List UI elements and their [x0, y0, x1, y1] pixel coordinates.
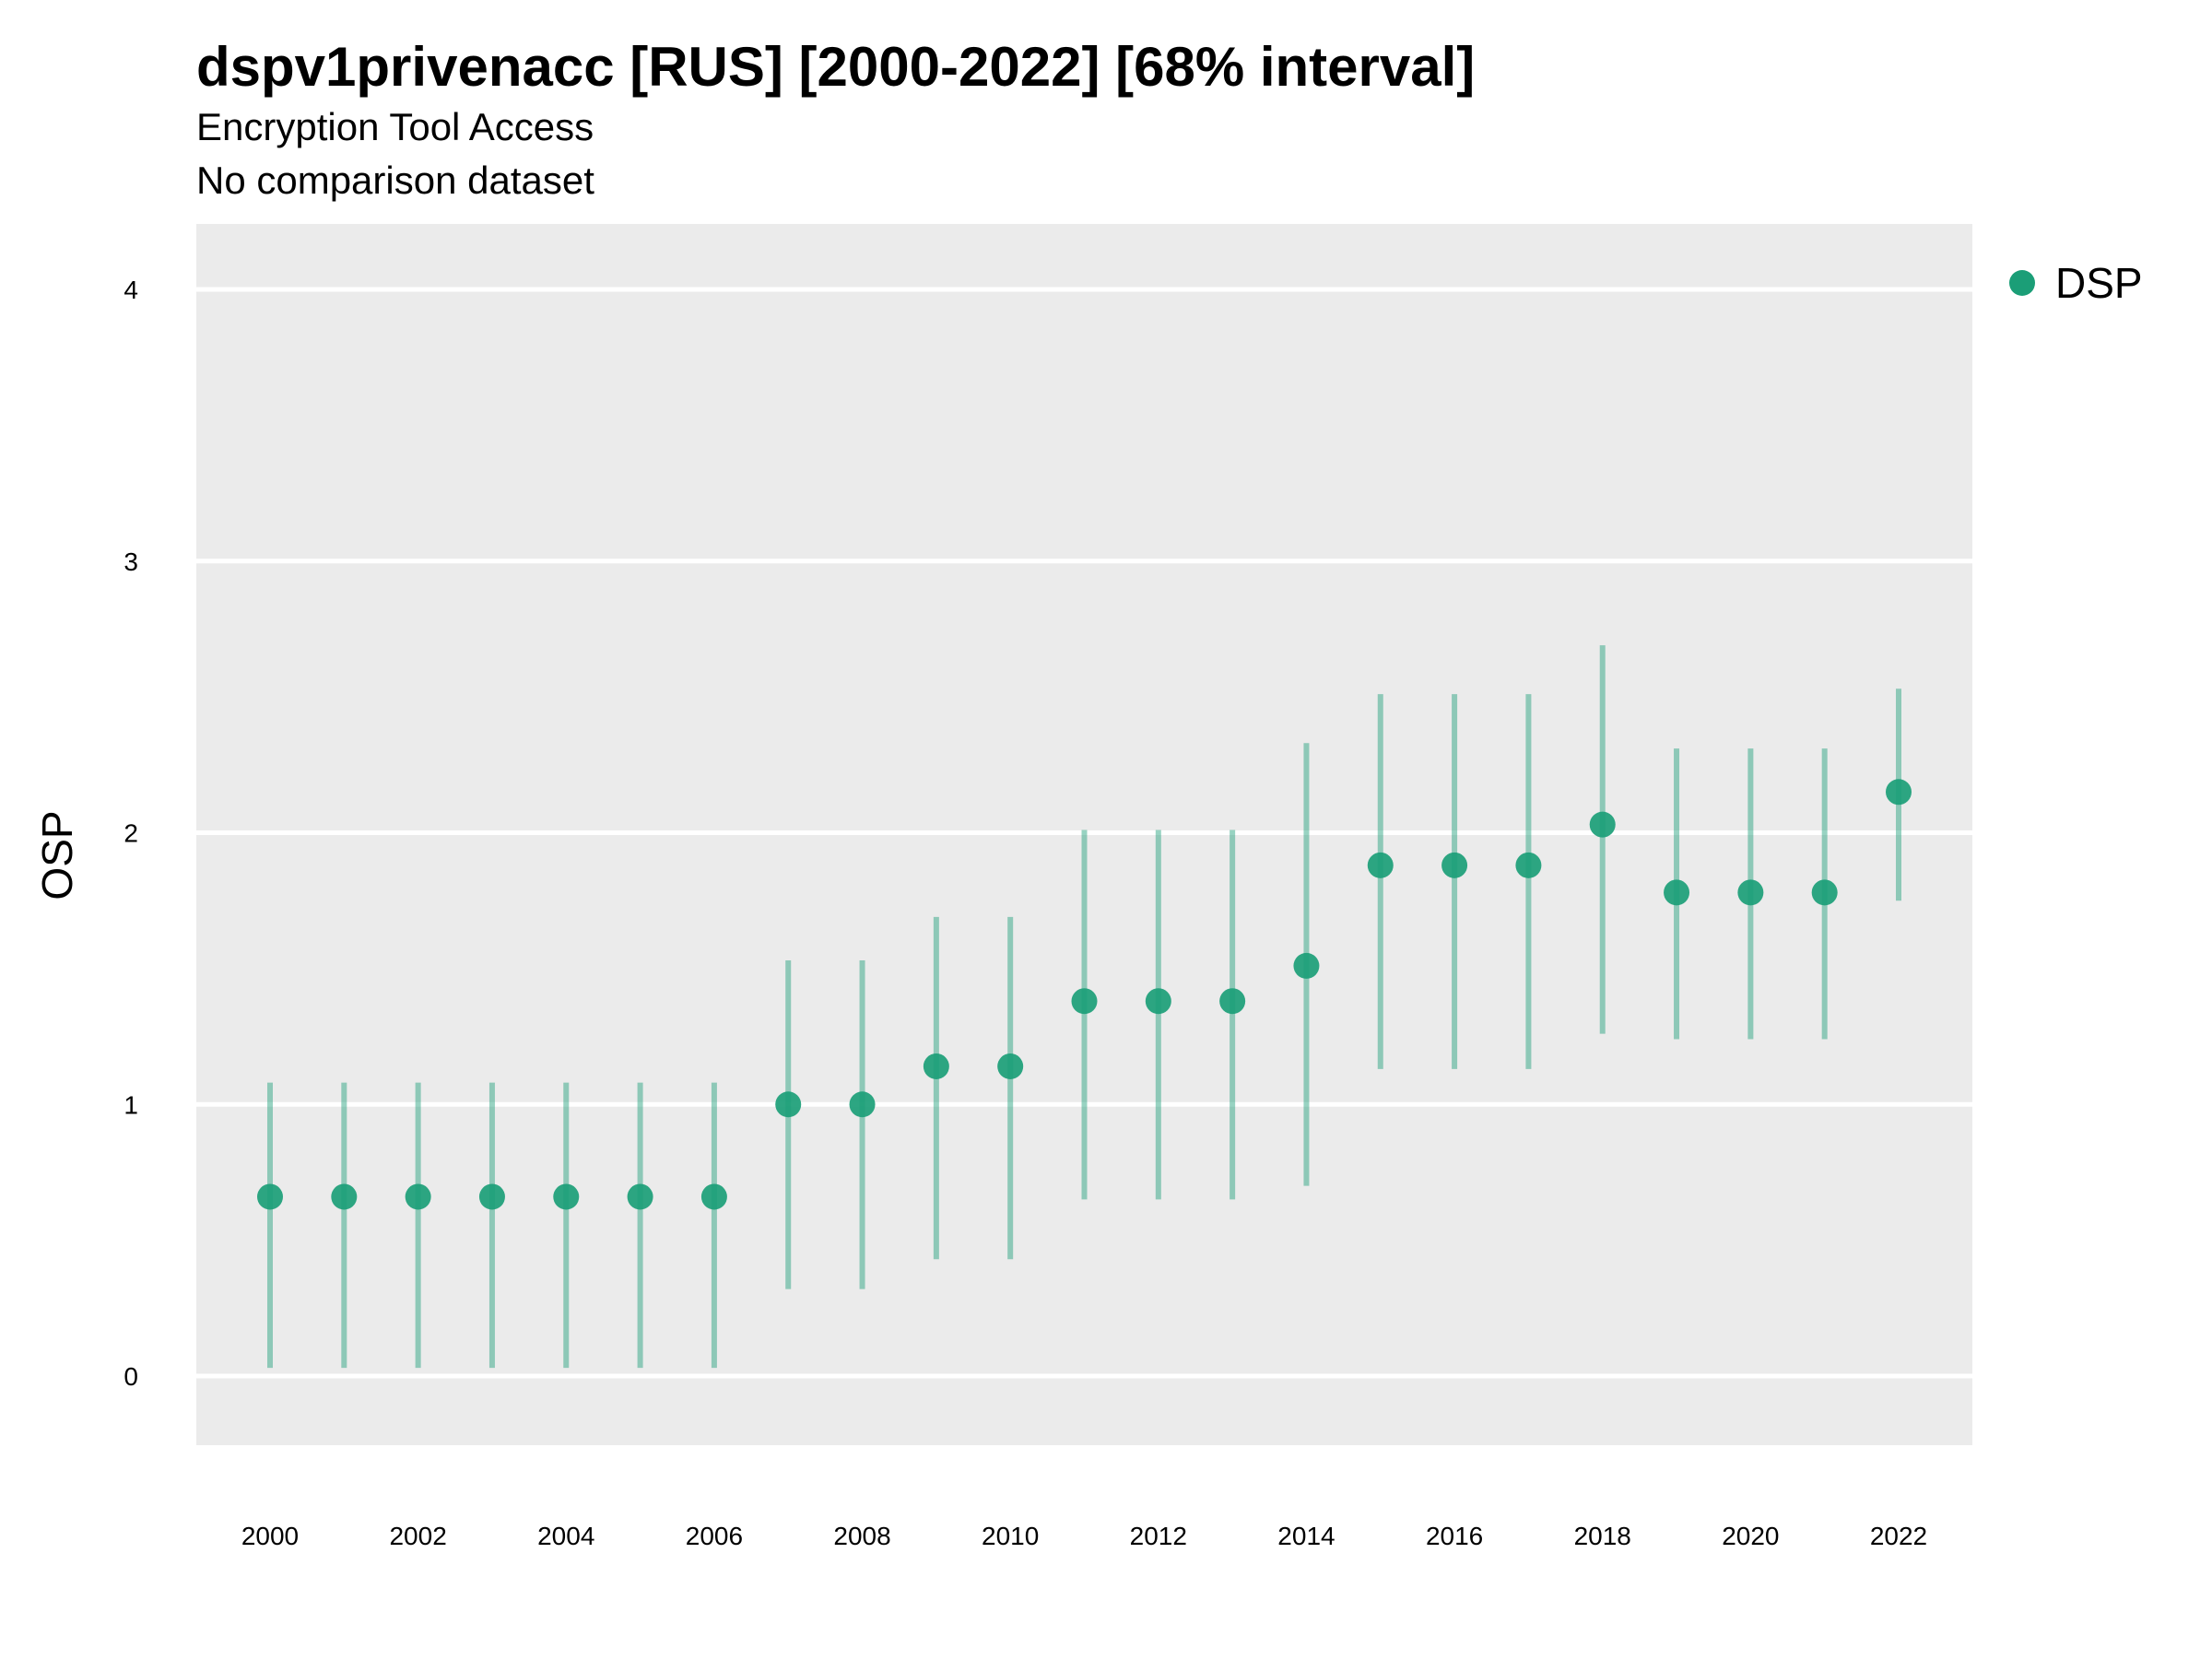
- point-2001: [331, 1183, 358, 1210]
- legend: DSP: [2009, 258, 2143, 308]
- point-2020: [1737, 879, 1764, 906]
- point-2003: [478, 1183, 505, 1210]
- point-2006: [700, 1183, 727, 1210]
- x-tick-label-2020: 2020: [1722, 1522, 1779, 1550]
- point-2014: [1293, 952, 1320, 979]
- x-tick-label-2002: 2002: [389, 1522, 446, 1550]
- legend-label-dsp: DSP: [2055, 259, 2143, 307]
- y-tick-labels: 0 1 2 3 4: [124, 276, 138, 1391]
- point-2002: [405, 1183, 431, 1210]
- point-2012: [1145, 988, 1171, 1015]
- x-tick-label-2008: 2008: [833, 1522, 890, 1550]
- point-2010: [997, 1053, 1024, 1079]
- point-2018: [1589, 811, 1616, 838]
- y-tick-label-2: 2: [124, 819, 138, 848]
- point-2008: [849, 1091, 876, 1118]
- y-tick-label-4: 4: [124, 276, 138, 304]
- data-points: [257, 779, 1912, 1210]
- point-2011: [1071, 988, 1098, 1015]
- y-tick-label-3: 3: [124, 547, 138, 576]
- point-2019: [1664, 879, 1690, 906]
- x-tick-label-2014: 2014: [1277, 1522, 1335, 1550]
- chart-subtitle-line-2: No comparison dataset: [196, 159, 594, 202]
- x-tick-label-2010: 2010: [982, 1522, 1039, 1550]
- point-2009: [923, 1053, 949, 1079]
- point-2005: [627, 1183, 653, 1210]
- point-2000: [257, 1183, 283, 1210]
- y-tick-label-1: 1: [124, 1090, 138, 1119]
- y-tick-label-0: 0: [124, 1362, 138, 1391]
- chart-subtitle-line-1: Encryption Tool Access: [196, 105, 594, 148]
- point-2013: [1219, 988, 1246, 1015]
- point-2016: [1441, 852, 1468, 878]
- x-tick-label-2006: 2006: [686, 1522, 743, 1550]
- point-2007: [775, 1091, 802, 1118]
- legend-swatch-dsp: [2009, 270, 2035, 296]
- point-2021: [1811, 879, 1838, 906]
- point-2004: [553, 1183, 580, 1210]
- x-tick-label-2018: 2018: [1574, 1522, 1631, 1550]
- point-2017: [1515, 852, 1542, 878]
- chart-title: dspv1privenacc [RUS] [2000-2022] [68% in…: [196, 36, 1476, 98]
- x-tick-label-2016: 2016: [1426, 1522, 1483, 1550]
- point-2015: [1367, 852, 1394, 878]
- error-bars: [267, 645, 1901, 1369]
- gridlines: [196, 287, 1972, 1379]
- x-tick-label-2000: 2000: [241, 1522, 299, 1550]
- x-tick-label-2022: 2022: [1870, 1522, 1927, 1550]
- x-tick-labels: 2000 2002 2004 2006 2008 2010 2012 2014 2016 2018…: [241, 1522, 1927, 1550]
- x-tick-label-2012: 2012: [1130, 1522, 1187, 1550]
- point-2022: [1886, 779, 1912, 806]
- x-tick-label-2004: 2004: [537, 1522, 594, 1550]
